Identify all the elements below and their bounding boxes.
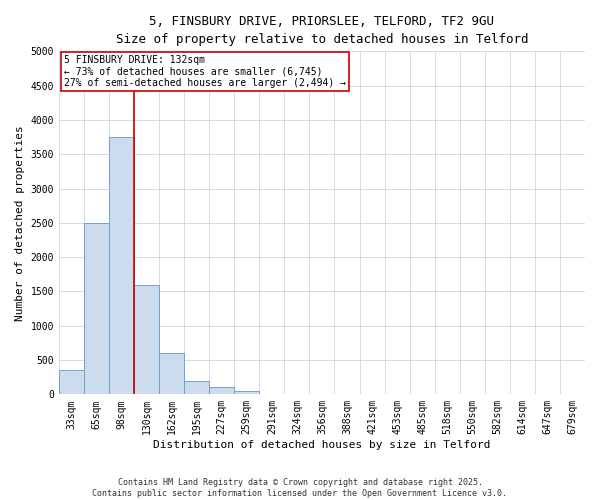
Bar — [134, 284, 159, 395]
Bar — [109, 137, 134, 394]
Bar — [59, 370, 84, 394]
Bar — [159, 353, 184, 395]
Bar — [234, 391, 259, 394]
Bar — [184, 380, 209, 394]
X-axis label: Distribution of detached houses by size in Telford: Distribution of detached houses by size … — [153, 440, 491, 450]
Bar — [209, 387, 234, 394]
Text: 5 FINSBURY DRIVE: 132sqm
← 73% of detached houses are smaller (6,745)
27% of sem: 5 FINSBURY DRIVE: 132sqm ← 73% of detach… — [64, 55, 346, 88]
Bar — [84, 223, 109, 394]
Text: Contains HM Land Registry data © Crown copyright and database right 2025.
Contai: Contains HM Land Registry data © Crown c… — [92, 478, 508, 498]
Title: 5, FINSBURY DRIVE, PRIORSLEE, TELFORD, TF2 9GU
Size of property relative to deta: 5, FINSBURY DRIVE, PRIORSLEE, TELFORD, T… — [116, 15, 528, 46]
Y-axis label: Number of detached properties: Number of detached properties — [15, 125, 25, 320]
